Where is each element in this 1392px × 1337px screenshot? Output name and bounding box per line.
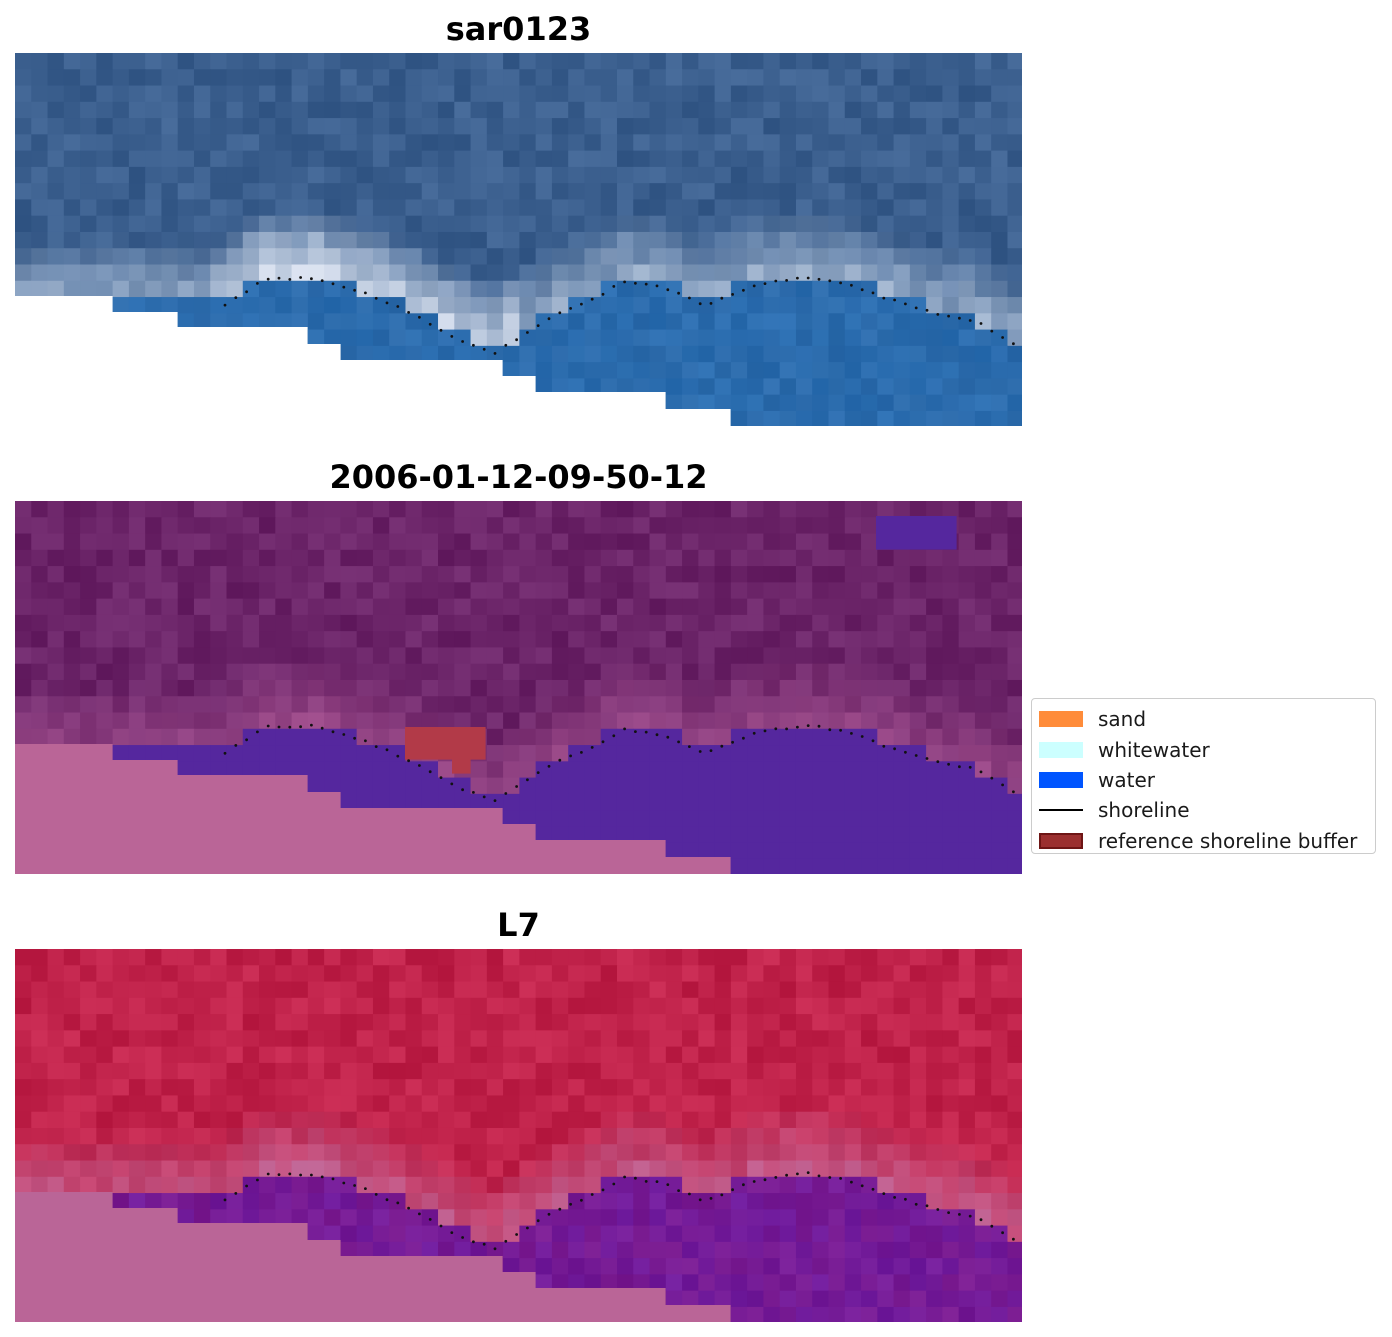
image-panel-1 bbox=[15, 53, 1022, 426]
satellite-image-rgb bbox=[15, 53, 1022, 426]
legend-item-sand: sand bbox=[1039, 704, 1375, 734]
legend-label: shoreline bbox=[1098, 798, 1190, 823]
satellite-image-nir bbox=[15, 949, 1022, 1322]
legend-item-whitewater: whitewater bbox=[1039, 734, 1375, 764]
legend-label: whitewater bbox=[1098, 737, 1210, 762]
legend-swatch-whitewater bbox=[1039, 741, 1083, 758]
legend: sand whitewater water shoreline referenc… bbox=[1031, 698, 1376, 854]
legend-item-shoreline: shoreline bbox=[1039, 795, 1375, 825]
legend-line-shoreline bbox=[1039, 809, 1083, 812]
legend-item-reference-buffer: reference shoreline buffer bbox=[1039, 826, 1375, 856]
legend-swatch-sand bbox=[1039, 711, 1083, 728]
legend-label: water bbox=[1098, 767, 1155, 792]
legend-item-water: water bbox=[1039, 765, 1375, 795]
panel-title-2: 2006-01-12-09-50-12 bbox=[329, 458, 708, 496]
legend-label: sand bbox=[1098, 707, 1147, 732]
legend-label: reference shoreline buffer bbox=[1098, 828, 1358, 853]
image-panel-2 bbox=[15, 501, 1022, 874]
legend-swatch-water bbox=[1039, 771, 1083, 788]
panel-title-3: L7 bbox=[497, 906, 540, 944]
image-panel-3 bbox=[15, 949, 1022, 1322]
classified-image bbox=[15, 501, 1022, 874]
panel-title-1: sar0123 bbox=[445, 10, 592, 48]
legend-swatch-reference-buffer bbox=[1039, 832, 1083, 849]
